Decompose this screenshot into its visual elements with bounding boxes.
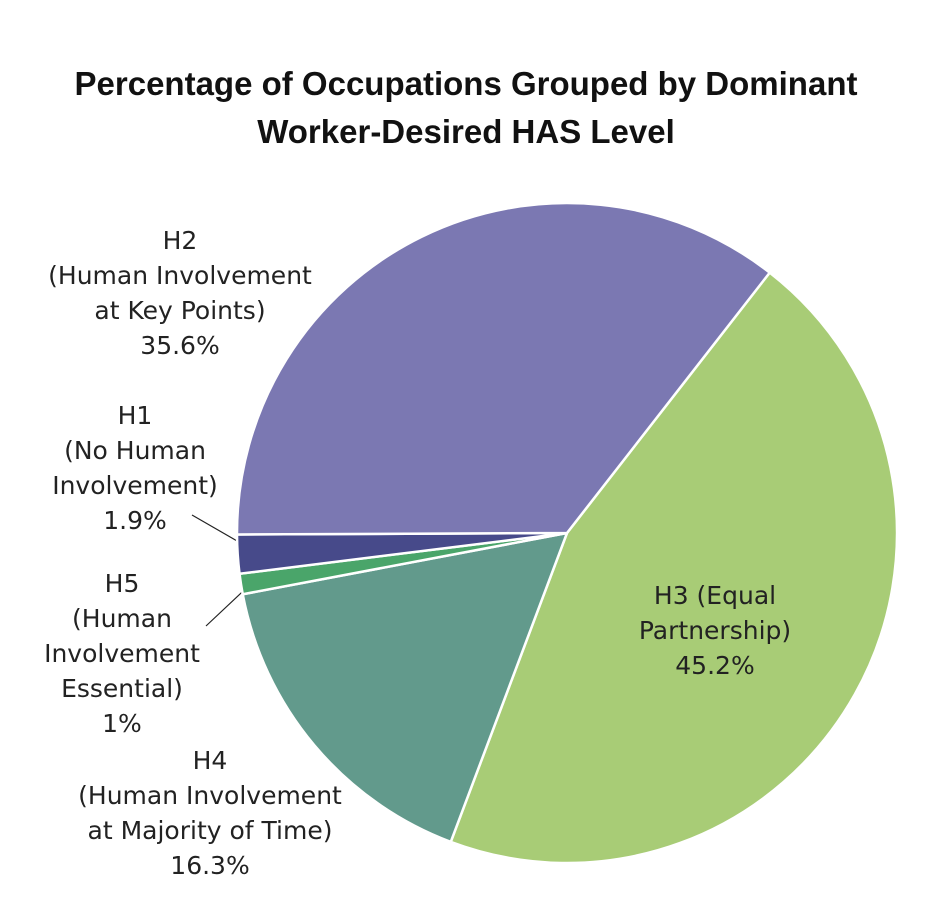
- pie-slice: [449, 270, 899, 865]
- pie-slice: [241, 531, 569, 844]
- category-label: H2 (Human Involvement at Key Points): [48, 226, 312, 325]
- slice-label: H2 (Human Involvement at Key Points) 35.6…: [48, 223, 312, 363]
- value-label: 35.6%: [140, 331, 220, 360]
- slice-label: H3 (Equal Partnership) 45.2%: [605, 578, 826, 683]
- slice-label: H5 (Human Involvement Essential) 1%: [44, 566, 200, 741]
- category-label: H5 (Human Involvement Essential): [44, 569, 200, 703]
- category-label: H3 (Equal Partnership): [638, 581, 792, 645]
- chart-title: Percentage of Occupations Grouped by Dom…: [74, 65, 858, 150]
- slice-label: H1 (No Human Involvement) 1.9%: [52, 398, 218, 538]
- slice-label: H4 (Human Involvement at Majority of Tim…: [78, 743, 342, 883]
- pie-slice: [235, 201, 772, 536]
- value-label: 16.3%: [170, 851, 250, 880]
- category-label: H4 (Human Involvement at Majority of Tim…: [78, 746, 342, 845]
- value-label: 1%: [102, 709, 142, 738]
- value-label: 45.2%: [675, 651, 755, 680]
- category-label: H1 (No Human Involvement): [52, 401, 218, 500]
- value-label: 1.9%: [103, 506, 167, 535]
